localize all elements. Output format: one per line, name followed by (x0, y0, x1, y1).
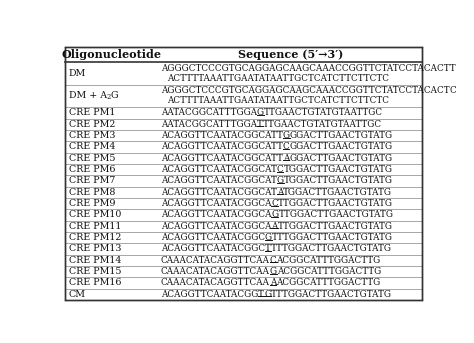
Text: GGACTTGAACTGTATG: GGACTTGAACTGTATG (290, 131, 393, 140)
Text: ACAGGTTCAATACGGCAT: ACAGGTTCAATACGGCAT (161, 176, 277, 185)
Text: CRE PM6: CRE PM6 (69, 165, 115, 174)
Text: A: A (270, 279, 276, 287)
Text: Sequence (5′→3′): Sequence (5′→3′) (237, 49, 343, 60)
Text: CAAACATACAGGTTCAA: CAAACATACAGGTTCAA (161, 279, 270, 287)
Text: CRE PM3: CRE PM3 (69, 131, 115, 140)
Text: AATACGGCATTTGGA: AATACGGCATTTGGA (161, 108, 257, 117)
Text: CAAACATACAGGTTCAA: CAAACATACAGGTTCAA (161, 267, 270, 276)
Text: ACTTTTAAATTGAATATAATTGCTCATCTTCTTCTC: ACTTTTAAATTGAATATAATTGCTCATCTTCTTCTC (167, 74, 389, 83)
Text: C: C (283, 142, 290, 151)
Text: CRE PM7: CRE PM7 (69, 176, 115, 185)
Text: ACAGGTTCAATACGGCA: ACAGGTTCAATACGGCA (161, 199, 271, 208)
Text: AATACGGCATTTGGA: AATACGGCATTTGGA (161, 120, 257, 129)
Text: C: C (271, 199, 278, 208)
Text: CAAACATACAGGTTCAA: CAAACATACAGGTTCAA (161, 256, 270, 265)
Text: TTGGACTTGAACTGTATG: TTGGACTTGAACTGTATG (278, 222, 392, 231)
Text: AGGGCTCCCGTGCAGGAGCAAGCAAACCGGTTCTATCCTACACTT: AGGGCTCCCGTGCAGGAGCAAGCAAACCGGTTCTATCCTA… (161, 64, 456, 73)
Text: AGGGCTCCCGTGCAGGAGCAAGCAAACCGGTTCTATCCTACACT: AGGGCTCCCGTGCAGGAGCAAGCAAACCGGTTCTATCCTA… (161, 86, 449, 95)
Text: G: G (265, 233, 272, 242)
Text: C: C (277, 165, 283, 174)
Text: CRE PM10: CRE PM10 (69, 210, 121, 220)
Text: CRE PM5: CRE PM5 (69, 154, 115, 163)
Text: ACAGGTTCAATACGGCATT: ACAGGTTCAATACGGCATT (161, 131, 283, 140)
Text: ACAGGTTCAATACGGCA: ACAGGTTCAATACGGCA (161, 222, 271, 231)
Text: ACTTTTAAATTGAATATAATTGCTCATCTTCTTCTC: ACTTTTAAATTGAATATAATTGCTCATCTTCTTCTC (167, 96, 389, 105)
Text: TGGACTTGAACTGTATG: TGGACTTGAACTGTATG (284, 176, 393, 185)
Text: TTGGACTTGAACTGTATG: TTGGACTTGAACTGTATG (278, 199, 393, 208)
Text: TTTGGACTTGAACTGTATG: TTTGGACTTGAACTGTATG (271, 244, 392, 253)
Text: ACAGGTTCAATACGGCAT: ACAGGTTCAATACGGCAT (161, 188, 277, 197)
Text: ACAGGTTCAATACGGCAT: ACAGGTTCAATACGGCAT (161, 165, 277, 174)
Text: CRE PM16: CRE PM16 (69, 279, 121, 287)
Text: A: A (277, 188, 283, 197)
Text: ACAGGTTCAATACGGCATT: ACAGGTTCAATACGGCATT (161, 154, 283, 163)
Text: CRE PM9: CRE PM9 (69, 199, 115, 208)
Text: CRE PM12: CRE PM12 (69, 233, 121, 242)
Text: G: G (277, 176, 284, 185)
Text: G: G (111, 91, 118, 100)
Text: DM: DM (69, 69, 86, 78)
Text: CRE PM15: CRE PM15 (69, 267, 121, 276)
Text: GGACTTGAACTGTATG: GGACTTGAACTGTATG (290, 142, 392, 151)
Text: ACAGGTTCAATACGGCATT: ACAGGTTCAATACGGCATT (161, 142, 283, 151)
Text: CRE PM8: CRE PM8 (69, 188, 115, 197)
Text: TTTGGACTTGAACTGTATG: TTTGGACTTGAACTGTATG (271, 290, 392, 299)
Text: TGGACTTGAACTGTATG: TGGACTTGAACTGTATG (283, 188, 392, 197)
Text: CRE PM13: CRE PM13 (69, 244, 121, 253)
Text: TTGAACTGTATGTAATTGC: TTGAACTGTATGTAATTGC (264, 108, 383, 117)
Text: CRE PM11: CRE PM11 (69, 222, 121, 231)
Text: ACGGCATTTGGACTTG: ACGGCATTTGGACTTG (277, 267, 381, 276)
Text: ACAGGTTCAATACGGCA: ACAGGTTCAATACGGCA (161, 210, 271, 220)
Text: CRE PM14: CRE PM14 (69, 256, 121, 265)
Text: DM + A: DM + A (69, 91, 107, 100)
Text: GGACTTGAACTGTATG: GGACTTGAACTGTATG (289, 154, 392, 163)
Text: CRE PM2: CRE PM2 (69, 120, 115, 129)
Text: TTGAACTGTATGTAATTGC: TTGAACTGTATGTAATTGC (263, 120, 382, 129)
Text: T: T (265, 244, 271, 253)
Text: G: G (271, 210, 278, 220)
Text: G: G (283, 131, 290, 140)
Text: CRE PM4: CRE PM4 (69, 142, 115, 151)
Text: C: C (270, 256, 276, 265)
Text: ACGGCATTTGGACTTG: ACGGCATTTGGACTTG (276, 256, 381, 265)
Text: ACAGGTTCAATACGG: ACAGGTTCAATACGG (161, 290, 258, 299)
Text: ACAGGTTCAATACGGC: ACAGGTTCAATACGGC (161, 244, 265, 253)
Text: C: C (449, 86, 456, 95)
Text: CRE PM1: CRE PM1 (69, 108, 115, 117)
Text: 2: 2 (107, 93, 111, 102)
Text: A: A (271, 222, 278, 231)
Text: T: T (257, 120, 263, 129)
Text: A: A (283, 154, 289, 163)
Text: T: T (258, 290, 264, 299)
Text: ACGGCATTTGGACTTG: ACGGCATTTGGACTTG (276, 279, 381, 287)
Text: Oligonucleotide: Oligonucleotide (62, 49, 162, 60)
Text: ACAGGTTCAATACGGC: ACAGGTTCAATACGGC (161, 233, 265, 242)
Text: CM: CM (69, 290, 85, 299)
Text: G: G (257, 108, 264, 117)
Text: G: G (270, 267, 277, 276)
Text: TGGACTTGAACTGTATG: TGGACTTGAACTGTATG (283, 165, 392, 174)
Text: G: G (264, 290, 271, 299)
Text: TTGGACTTGAACTGTATG: TTGGACTTGAACTGTATG (278, 210, 393, 220)
Text: TTTGGACTTGAACTGTATG: TTTGGACTTGAACTGTATG (272, 233, 393, 242)
